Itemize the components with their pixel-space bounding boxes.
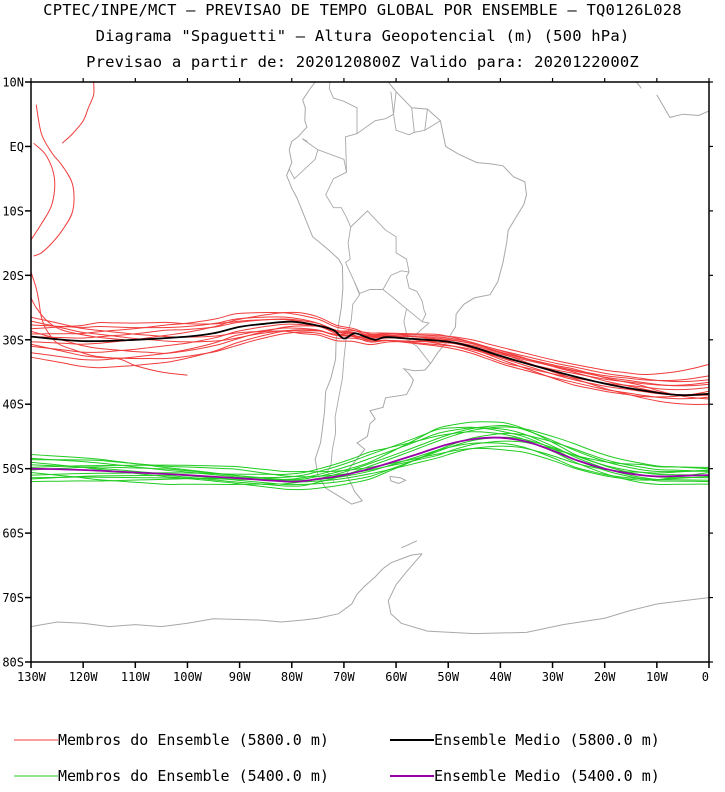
south-america-coastline <box>286 82 528 505</box>
lat-tick-label: 10S <box>2 204 24 218</box>
antarctica-coastline <box>31 553 423 628</box>
member-contour-5800 <box>31 331 709 386</box>
lon-tick-label: 0 <box>702 670 709 684</box>
lon-tick-label: 10W <box>646 670 668 684</box>
member-contour-5800-stray <box>31 297 125 341</box>
title-line-1: CPTEC/INPE/MCT – PREVISAO DE TEMPO GLOBA… <box>43 1 682 19</box>
member-contour-5800 <box>31 325 709 398</box>
lat-tick-label: 30S <box>2 333 24 347</box>
lon-tick-label: 50W <box>437 670 459 684</box>
lat-tick-label: 50S <box>2 462 24 476</box>
country-border <box>393 91 415 136</box>
legend-label: Membros do Ensemble (5800.0 m) <box>58 731 329 749</box>
member-contour-5400 <box>31 421 709 481</box>
country-border <box>382 271 427 323</box>
legend-label: Ensemble Medio (5400.0 m) <box>434 767 660 785</box>
member-contour-5400 <box>31 424 709 486</box>
lat-tick-label: EQ <box>10 140 24 154</box>
member-contour-5800 <box>31 311 709 375</box>
lat-tick-label: 40S <box>2 398 24 412</box>
lon-tick-label: 120W <box>69 670 99 684</box>
title-line-2: Diagrama "Spaguetti" – Altura Geopotenci… <box>95 27 630 45</box>
longitude-axis: 130W 120W 110W 100W 90W 80W 70W 60W 50W 40W 30W 20W… <box>17 78 710 684</box>
country-border <box>424 120 441 131</box>
country-border <box>328 82 358 173</box>
member-contour-5800 <box>31 327 709 383</box>
country-border <box>301 138 319 151</box>
ensemble-mean-5400 <box>31 436 709 483</box>
member-contour-5400 <box>31 426 709 483</box>
lat-tick-label: 20S <box>2 269 24 283</box>
member-contour-5400 <box>31 426 709 487</box>
lon-tick-label: 20W <box>594 670 616 684</box>
lon-tick-label: 110W <box>121 670 151 684</box>
latitude-axis: 10N EQ 10S 20S 30S 40S 50S 60S 70S 80S <box>2 76 713 670</box>
member-contour-5800 <box>31 318 709 382</box>
lon-tick-label: 90W <box>229 670 251 684</box>
antarctica-weddell-coastline <box>387 553 709 635</box>
member-contour-5800-stray <box>31 271 188 376</box>
lat-tick-label: 80S <box>2 656 24 670</box>
legend-label: Membros do Ensemble (5400.0 m) <box>58 767 329 785</box>
falklands-coastline <box>389 475 407 485</box>
member-contour-5400 <box>31 432 709 491</box>
lat-tick-label: 10N <box>2 76 24 90</box>
member-contour-5800 <box>31 316 709 400</box>
lon-tick-label: 130W <box>17 670 47 684</box>
country-border <box>345 262 410 294</box>
lon-tick-label: 40W <box>490 670 512 684</box>
title-line-3: Previsao a partir de: 2020120800Z Valido… <box>86 53 639 71</box>
south-shetland-islands <box>401 540 418 549</box>
lon-tick-label: 100W <box>173 670 203 684</box>
lat-tick-label: 70S <box>2 591 24 605</box>
member-contour-5800-stray <box>61 82 95 144</box>
member-contour-5800-stray <box>33 104 75 257</box>
country-border <box>288 149 319 180</box>
member-contour-5800 <box>31 318 709 396</box>
lat-tick-label: 60S <box>2 527 24 541</box>
member-contour-5400 <box>31 427 709 481</box>
lon-tick-label: 70W <box>333 670 355 684</box>
ensemble-mean-5800 <box>31 320 709 397</box>
country-border <box>350 210 410 273</box>
contour-layer <box>31 82 709 491</box>
country-border <box>411 107 428 133</box>
member-contour-5400 <box>31 440 709 478</box>
lon-tick-label: 30W <box>542 670 564 684</box>
country-border <box>356 91 394 134</box>
gulf-of-guinea-coastline <box>656 82 709 118</box>
member-contour-5800-stray <box>31 142 56 241</box>
country-border <box>326 281 361 482</box>
legend-label: Ensemble Medio (5800.0 m) <box>434 731 660 749</box>
member-contour-5400 <box>31 447 709 481</box>
coastline-layer <box>31 82 709 635</box>
plot-frame <box>30 81 710 663</box>
lon-tick-label: 80W <box>281 670 303 684</box>
lon-tick-label: 60W <box>385 670 407 684</box>
africa-coastline <box>635 82 642 89</box>
legend: Membros do Ensemble (5800.0 m) Ensemble M… <box>14 731 660 785</box>
